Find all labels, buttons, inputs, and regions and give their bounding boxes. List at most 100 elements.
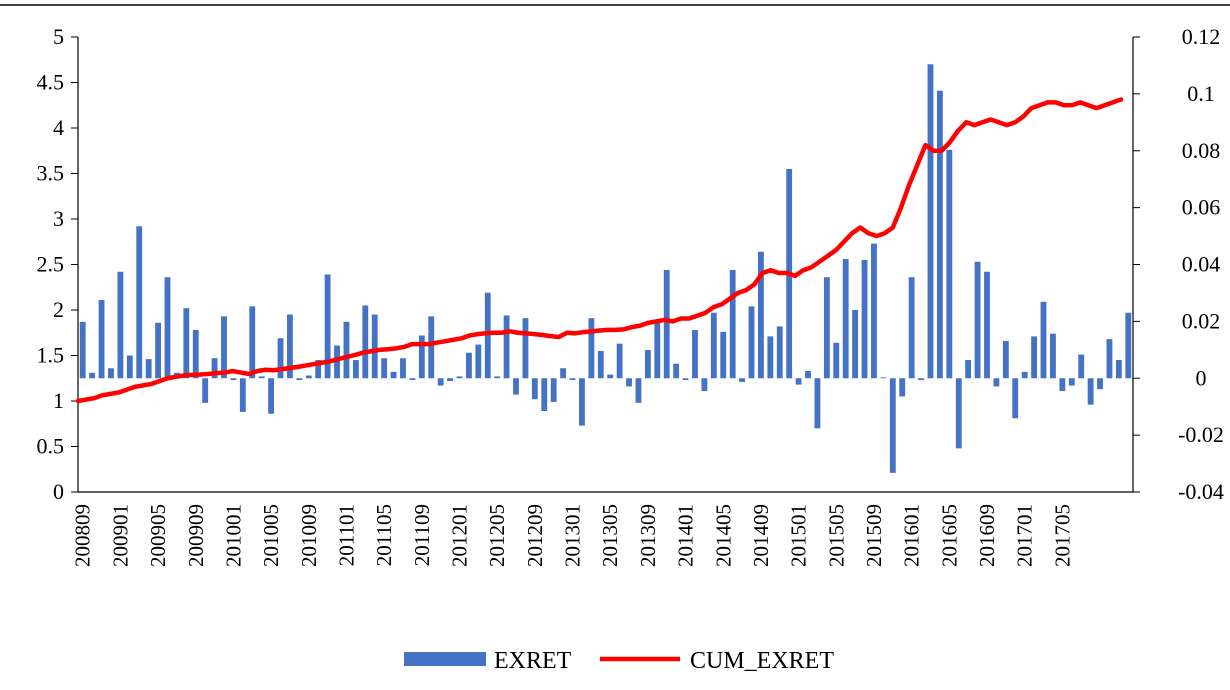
exret-bar [324, 274, 331, 379]
legend-label-exret: EXRET [494, 648, 572, 674]
exret-bar [1059, 378, 1066, 391]
left-tick-label: 2.5 [37, 252, 65, 277]
exret-bar [908, 277, 915, 379]
exret-bar [352, 360, 359, 379]
exret-bar [230, 378, 237, 381]
x-tick-label: 201105 [372, 504, 396, 566]
exret-bar [993, 378, 1000, 387]
exret-bar [1002, 340, 1009, 379]
exret-bar [447, 378, 453, 381]
exret-bar [456, 376, 463, 379]
exret-bar [484, 292, 491, 379]
exret-bar [1097, 378, 1103, 390]
legend-swatch-exret [404, 652, 486, 666]
exret-bar [823, 277, 830, 379]
exret-bar [927, 64, 934, 379]
exret-bar [889, 378, 896, 473]
x-tick-label: 201409 [749, 504, 773, 567]
exret-bar [522, 318, 529, 379]
exret-bar [936, 90, 943, 379]
exret-bar [739, 378, 745, 382]
exret-bar [795, 378, 802, 385]
x-tick-label: 201109 [410, 504, 434, 566]
exret-bar [136, 226, 143, 379]
exret-bar [588, 318, 595, 379]
x-tick-label: 200909 [184, 504, 208, 567]
exret-bar [569, 378, 576, 381]
exret-bar [381, 358, 388, 379]
exret-bar [861, 259, 868, 379]
exret-bar [701, 378, 708, 391]
exret-bar [334, 345, 340, 379]
exret-bar [871, 243, 877, 379]
exret-bar [1115, 360, 1122, 379]
exret-bar [767, 336, 774, 379]
exret-bar [475, 344, 482, 379]
legend: EXRET CUM_EXRET [404, 648, 834, 674]
x-tick-label: 200905 [146, 504, 170, 567]
x-tick-label: 201605 [937, 504, 961, 567]
left-tick-label: 4.5 [37, 70, 65, 95]
exret-bar [579, 378, 585, 426]
x-tick-label: 201401 [674, 504, 698, 567]
exret-bar [202, 378, 209, 403]
x-tick-label: 201309 [636, 504, 660, 567]
exret-bar [1050, 333, 1056, 379]
right-tick-label: 0.08 [1182, 138, 1221, 163]
exret-bar [437, 378, 444, 386]
exret-bar [1106, 339, 1113, 379]
exret-bar [899, 378, 906, 397]
exret-bar [946, 149, 953, 379]
exret-bar [192, 330, 199, 379]
exret-bar [748, 306, 755, 379]
x-tick-label: 201609 [975, 504, 999, 567]
exret-bar [277, 338, 284, 379]
left-tick-label: 3.5 [37, 161, 65, 186]
x-tick-label: 201301 [561, 504, 585, 567]
legend-label-cum-exret: CUM_EXRET [690, 648, 834, 674]
exret-bar [550, 378, 557, 402]
exret-bar [560, 368, 567, 379]
exret-bar [117, 271, 124, 379]
exret-bar [211, 358, 218, 379]
exret-bar [145, 359, 152, 379]
exret-bar [682, 378, 689, 381]
exret-bar [371, 314, 378, 379]
exret-bar [296, 378, 303, 381]
exret-bar [305, 375, 312, 379]
left-tick-label: 0.5 [37, 434, 65, 459]
exret-bar [654, 321, 661, 379]
x-tick-label: 201005 [259, 504, 283, 567]
exret-bar [842, 259, 849, 379]
exret-bar [710, 312, 717, 379]
exret-bar [258, 376, 265, 379]
right-tick-label: 0.02 [1182, 308, 1221, 333]
x-axis-ticks: 200809 200901 200905 200909 201001 201005 2010… [71, 504, 1075, 567]
exret-bar [1021, 371, 1028, 379]
exret-bar [164, 277, 171, 379]
x-tick-label: 201201 [448, 504, 472, 567]
right-tick-label: -0.04 [1178, 479, 1224, 504]
exret-bar [814, 378, 821, 429]
right-tick-label: 0.12 [1182, 24, 1221, 49]
exret-bar [221, 316, 227, 379]
exret-bar [79, 321, 86, 379]
x-tick-label: 201209 [523, 504, 547, 567]
right-tick-label: 0.1 [1187, 81, 1215, 106]
exret-bar [409, 378, 416, 381]
exret-bar [1087, 378, 1094, 405]
exret-bar [720, 331, 727, 379]
exret-bar [268, 378, 275, 414]
exret-bar [635, 378, 642, 403]
cum-exret-line [75, 97, 1124, 404]
exret-bar [531, 378, 538, 400]
exret-bar [1125, 312, 1132, 379]
x-tick-label: 201705 [1050, 504, 1074, 567]
x-tick-label: 200901 [108, 504, 132, 567]
exret-bar [692, 330, 698, 379]
exret-bar [984, 271, 990, 379]
exret-bar [644, 350, 651, 379]
exret-bar [466, 352, 472, 379]
exret-bar [155, 322, 161, 379]
